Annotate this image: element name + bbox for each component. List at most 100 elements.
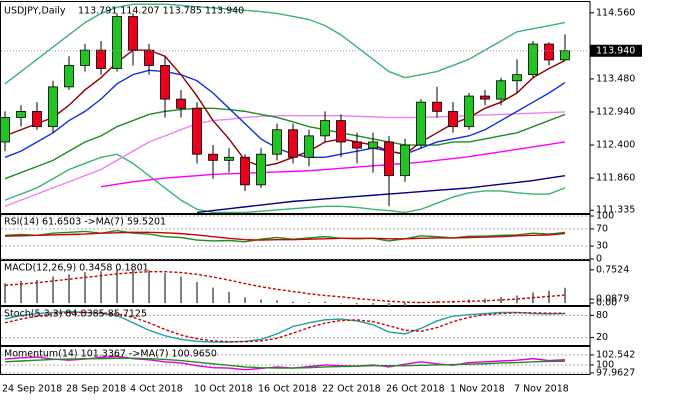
histogram-bar	[372, 303, 374, 305]
panel-frame	[0, 214, 591, 260]
candle-body	[480, 95, 490, 100]
histogram-bar	[68, 274, 70, 304]
histogram-bar	[36, 280, 38, 304]
panel-title: Momentum(14) 101.3367 ->MA(7) 100.9650	[4, 349, 217, 360]
histogram-bar	[436, 300, 438, 304]
panel-frame	[0, 306, 591, 346]
histogram-bar	[356, 303, 358, 305]
y-tick-label: 102.542	[596, 349, 635, 360]
candle-body	[272, 129, 282, 155]
histogram-bar	[516, 295, 518, 304]
candle-body	[528, 43, 538, 76]
y-tick-label: 100	[596, 211, 614, 222]
histogram-bar	[212, 287, 214, 304]
histogram-bar	[52, 276, 54, 304]
series-line	[4, 271, 566, 304]
candle-body	[512, 74, 522, 82]
candle-body	[0, 117, 10, 143]
candle-body	[128, 16, 138, 51]
series-line	[4, 310, 566, 343]
x-tick-label: 28 Sep 2018	[66, 384, 126, 395]
y-tick-label: 113.480	[596, 73, 635, 84]
series-line	[4, 357, 566, 369]
y-tick-label: 97.9627	[596, 367, 635, 378]
chart-title: USDJPY,Daily	[4, 6, 66, 17]
candle-body	[112, 16, 122, 69]
candle-body	[416, 101, 426, 146]
series-line	[4, 69, 566, 158]
histogram-bar	[276, 300, 278, 304]
y-tick-label: 111.860	[596, 173, 635, 184]
histogram-bar	[148, 270, 150, 304]
candle-body	[160, 65, 170, 100]
candle-body	[176, 98, 186, 109]
series-line	[4, 153, 566, 214]
series-line	[4, 311, 566, 343]
histogram-bar	[100, 271, 102, 304]
price-box	[590, 44, 642, 57]
candle-body	[16, 110, 26, 118]
panel-title: MACD(12,26,9) 0.3458 0.1801	[4, 263, 149, 274]
candle-body	[224, 156, 234, 161]
candle-body	[352, 141, 362, 149]
histogram-bar	[388, 303, 390, 307]
histogram-bar	[244, 297, 246, 304]
y-tick-label: 0.00	[596, 298, 617, 309]
histogram-bar	[292, 301, 294, 304]
panel-title: Stoch(5,3,3) 84.8385 85.7125	[4, 309, 147, 320]
candle-body	[560, 50, 570, 61]
candle-body	[448, 110, 458, 128]
y-tick-label: 112.940	[596, 106, 635, 117]
histogram-bar	[4, 283, 6, 304]
series-line	[4, 107, 566, 180]
panel-title: RSI(14) 61.6503 ->MA(7) 59.5201	[4, 217, 166, 228]
histogram-bar	[164, 273, 166, 304]
candle-body	[464, 95, 474, 128]
series-line	[196, 174, 566, 214]
y-tick-label: 70	[596, 223, 608, 234]
histogram-bar	[308, 302, 310, 304]
histogram-bar	[500, 297, 502, 304]
x-tick-label: 22 Oct 2018	[322, 384, 381, 395]
histogram-bar	[84, 272, 86, 304]
candle-body	[320, 120, 330, 137]
candle-body	[192, 107, 202, 155]
y-tick-label: 112.400	[596, 140, 635, 151]
y-tick-label: 111.335	[596, 205, 635, 216]
histogram-bar	[116, 269, 118, 304]
y-tick-label: 100	[596, 359, 614, 370]
series-line	[4, 3, 566, 85]
y-tick-label: 30	[596, 241, 608, 252]
histogram-bar	[20, 280, 22, 304]
candle-body	[240, 156, 250, 186]
histogram-bar	[404, 303, 406, 306]
x-tick-label: 1 Nov 2018	[450, 384, 505, 395]
series-line	[100, 141, 566, 188]
candle-body	[368, 141, 378, 149]
y-tick-label: 114.560	[596, 7, 635, 18]
candle-body	[96, 49, 106, 69]
series-line	[4, 231, 566, 241]
x-tick-label: 26 Oct 2018	[386, 384, 445, 395]
histogram-bar	[228, 291, 230, 304]
histogram-bar	[180, 276, 182, 304]
histogram-bar	[564, 287, 566, 304]
candle-body	[304, 135, 314, 158]
candle-body	[80, 49, 90, 66]
x-tick-label: 24 Sep 2018	[2, 384, 62, 395]
x-tick-label: 7 Nov 2018	[514, 384, 569, 395]
histogram-bar	[340, 303, 342, 304]
x-tick-label: 4 Oct 2018	[130, 384, 183, 395]
candle-body	[544, 43, 554, 61]
candle-body	[384, 141, 394, 177]
candle-body	[48, 86, 58, 128]
histogram-bar	[324, 301, 326, 304]
x-tick-label: 16 Oct 2018	[258, 384, 317, 395]
panel-frame	[0, 346, 591, 375]
candle-body	[208, 153, 218, 161]
candle-body	[400, 144, 410, 177]
x-tick-label: 10 Oct 2018	[194, 384, 253, 395]
candle-body	[32, 110, 42, 128]
candle-body	[256, 153, 266, 186]
